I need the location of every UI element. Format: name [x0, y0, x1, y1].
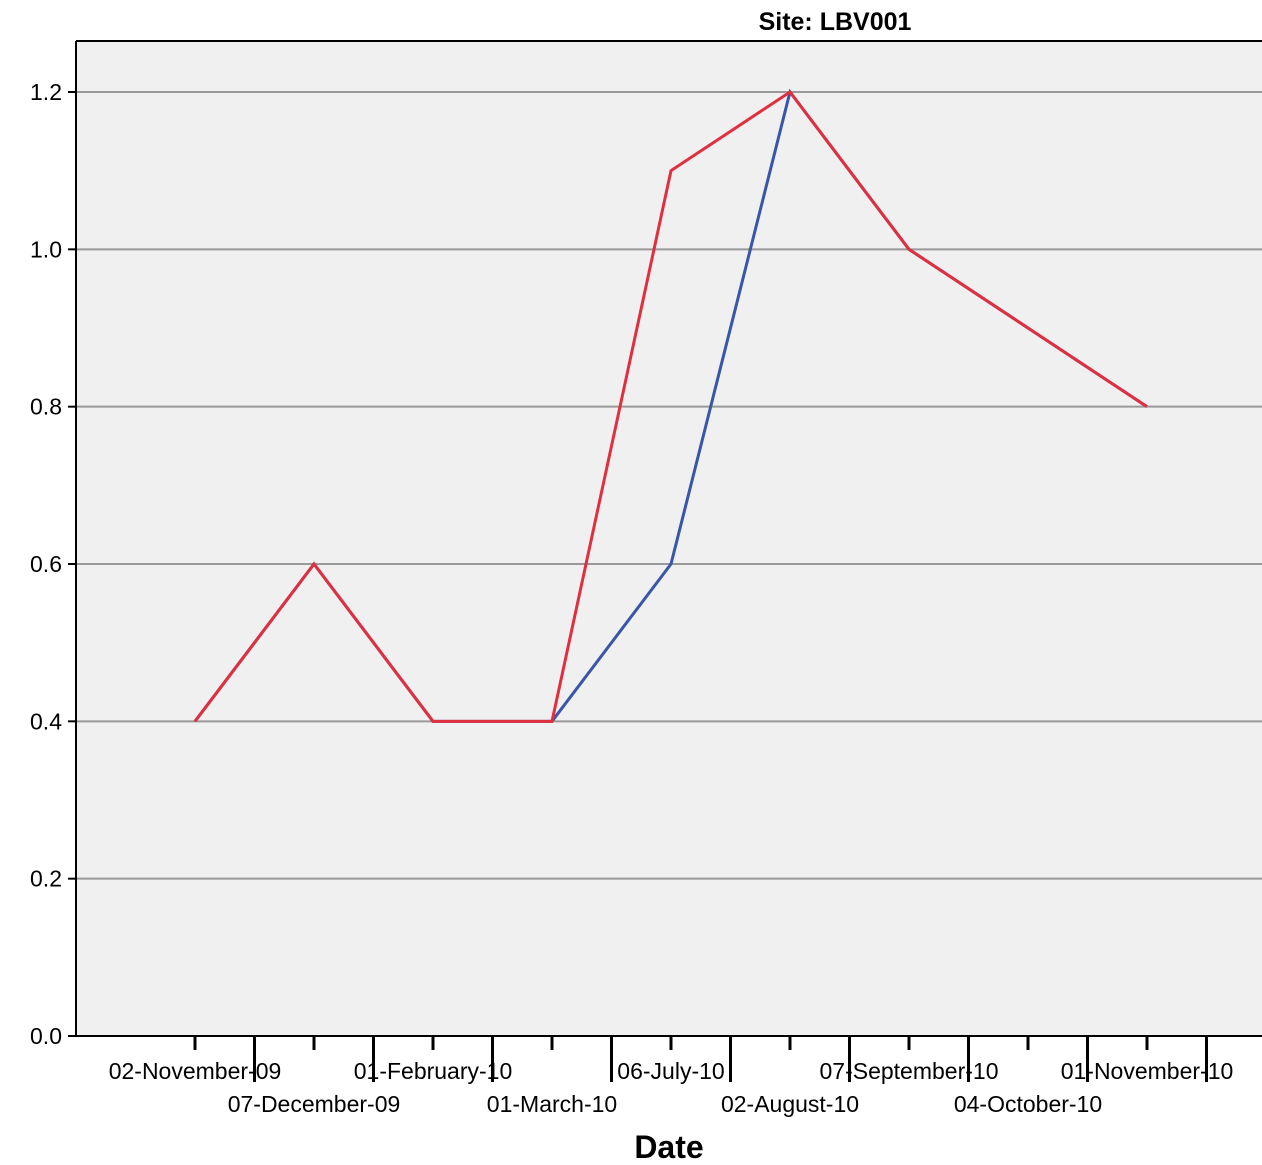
x-tick-label: 04-October-10	[954, 1091, 1102, 1117]
plot-area	[76, 41, 1262, 1036]
x-tick-label: 01-March-10	[487, 1091, 617, 1117]
y-tick-label: 0.6	[30, 551, 62, 577]
y-tick-label: 0.8	[30, 394, 62, 420]
y-tick-label: 0.2	[30, 866, 62, 892]
x-tick-label: 02-August-10	[721, 1091, 859, 1117]
y-tick-label: 0.0	[30, 1023, 62, 1049]
y-tick-label: 1.2	[30, 79, 62, 105]
x-tick-label: 02-November-09	[109, 1058, 282, 1084]
x-tick-label: 01-November-10	[1061, 1058, 1234, 1084]
series-lines	[193, 88, 1148, 723]
chart-title: Site: LBV001	[759, 8, 912, 36]
series-line-2	[193, 89, 1148, 723]
y-tick-label: 1.0	[30, 236, 62, 262]
x-tick-label: 07-September-10	[820, 1058, 999, 1084]
axes	[75, 40, 1262, 1037]
gridlines	[76, 91, 1262, 880]
x-axis-ticks: 02-November-09 07-December-09 01-February-…	[109, 1036, 1234, 1117]
x-tick-label: 01-February-10	[354, 1058, 513, 1084]
x-tick-label: 07-December-09	[228, 1091, 401, 1117]
y-axis-ticks: 0.0 0.2 0.4 0.6 0.8 1.0 1.2	[30, 79, 76, 1049]
x-tick-label: 06-July-10	[617, 1058, 724, 1084]
x-axis-label: Date	[634, 1129, 703, 1165]
y-tick-label: 0.4	[30, 708, 62, 734]
